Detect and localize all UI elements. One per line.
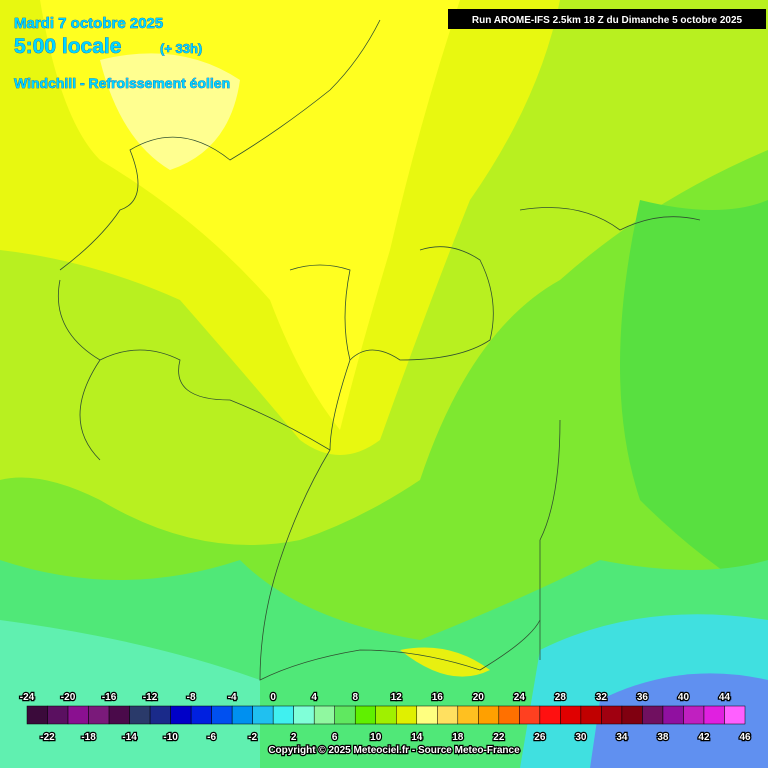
- legend-swatch: [457, 705, 479, 725]
- legend-swatch: [416, 705, 438, 725]
- legend-tick-label: 0: [270, 692, 276, 703]
- legend-swatch: [580, 705, 602, 725]
- borders: [57, 19, 701, 681]
- legend-tick-label: -18: [81, 732, 96, 743]
- legend-swatch: [539, 705, 561, 725]
- legend-swatch: [26, 705, 48, 725]
- legend-tick-label: -4: [228, 692, 237, 703]
- legend-tick-label: 38: [657, 732, 669, 743]
- legend-tick-label: 20: [473, 692, 485, 703]
- legend-tick-label: 40: [678, 692, 690, 703]
- legend-tick-label: 14: [411, 732, 423, 743]
- legend-tick-label: 22: [493, 732, 505, 743]
- legend-tick-label: 2: [291, 732, 297, 743]
- legend-swatch: [724, 705, 746, 725]
- date: Mardi 7 octobre 2025: [14, 15, 163, 32]
- legend-tick-label: 18: [452, 732, 464, 743]
- legend-tick-label: 4: [311, 692, 317, 703]
- legend-swatch: [272, 705, 294, 725]
- legend-swatch: [437, 705, 459, 725]
- legend-tick-label: -8: [187, 692, 196, 703]
- legend-swatch: [375, 705, 397, 725]
- legend-tick-label: 24: [514, 692, 526, 703]
- legend-tick-label: 46: [739, 732, 751, 743]
- time: 5:00 locale: [14, 35, 121, 58]
- legend-swatch: [129, 705, 151, 725]
- legend-swatch: [519, 705, 541, 725]
- legend: -24-22-20-18-16-14-12-10-8-6-4-202468101…: [19, 691, 753, 745]
- legend-tick-label: 32: [596, 692, 608, 703]
- legend-tick-label: 12: [391, 692, 403, 703]
- legend-swatch: [211, 705, 233, 725]
- legend-swatch: [354, 705, 376, 725]
- legend-swatch: [190, 705, 212, 725]
- legend-tick-label: 8: [352, 692, 358, 703]
- legend-swatch: [170, 705, 192, 725]
- legend-swatch: [252, 705, 274, 725]
- legend-tick-label: -14: [122, 732, 137, 743]
- legend-swatch: [88, 705, 110, 725]
- legend-swatch: [334, 705, 356, 725]
- legend-swatch: [293, 705, 315, 725]
- legend-tick-label: -24: [20, 692, 35, 703]
- legend-tick-label: 34: [616, 732, 628, 743]
- legend-swatch: [478, 705, 500, 725]
- run: Run AROME-IFS 2.5km 18 Z du Dimanche 5 o…: [472, 15, 743, 26]
- legend-tick-label: 28: [555, 692, 567, 703]
- legend-tick-label: 10: [370, 732, 382, 743]
- legend-tick-label: -10: [163, 732, 178, 743]
- legend-swatch: [683, 705, 705, 725]
- legend-tick-label: -2: [248, 732, 257, 743]
- legend-swatch: [313, 705, 335, 725]
- legend-swatch: [601, 705, 623, 725]
- legend-tick-label: 44: [719, 692, 731, 703]
- legend-tick-label: 26: [534, 732, 546, 743]
- legend-swatch: [108, 705, 130, 725]
- legend-tick-label: -16: [102, 692, 117, 703]
- parameter: Windchill - Refroissement éolien: [14, 75, 230, 91]
- offset: (+ 33h): [160, 41, 202, 56]
- legend-swatch: [642, 705, 664, 725]
- legend-tick-label: 16: [432, 692, 444, 703]
- legend-swatch: [703, 705, 725, 725]
- legend-tick-label: -20: [61, 692, 76, 703]
- legend-swatch: [498, 705, 520, 725]
- legend-tick-label: 6: [332, 732, 338, 743]
- legend-swatch: [231, 705, 253, 725]
- legend-swatch: [149, 705, 171, 725]
- copyright: Copyright © 2025 Meteociel.fr - Source M…: [268, 745, 520, 756]
- legend-swatch: [560, 705, 582, 725]
- legend-tick-label: 30: [575, 732, 587, 743]
- legend-swatch: [47, 705, 69, 725]
- legend-tick-label: -6: [207, 732, 216, 743]
- legend-tick-label: 36: [637, 692, 649, 703]
- legend-tick-label: 42: [698, 732, 710, 743]
- legend-swatch: [67, 705, 89, 725]
- legend-swatch: [396, 705, 418, 725]
- legend-swatch: [662, 705, 684, 725]
- legend-tick-label: -22: [40, 732, 55, 743]
- legend-swatch: [621, 705, 643, 725]
- legend-tick-label: -12: [143, 692, 158, 703]
- run-box: [448, 9, 766, 29]
